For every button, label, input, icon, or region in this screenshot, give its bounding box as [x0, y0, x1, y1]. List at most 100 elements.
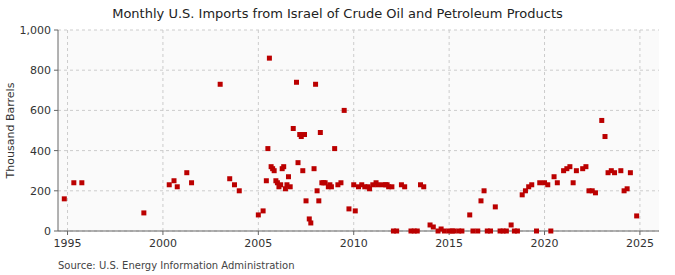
y-tick [54, 231, 58, 232]
point [628, 170, 633, 175]
x-grid-line [639, 30, 640, 231]
point [315, 188, 320, 193]
x-grid-line [449, 30, 450, 231]
x-tick-label: 1995 [54, 237, 82, 250]
point [189, 180, 194, 185]
y-grid-line [58, 150, 659, 151]
x-tick-label: 2015 [435, 237, 463, 250]
source-note: Source: U.S. Energy Information Administ… [58, 260, 295, 271]
point [545, 182, 550, 187]
y-grid-line [58, 30, 659, 31]
point [265, 146, 270, 151]
x-tick-label: 2020 [531, 237, 559, 250]
x-tick-label: 2010 [340, 237, 368, 250]
point [402, 184, 407, 189]
point [603, 134, 608, 139]
point [71, 180, 76, 185]
chart-container: 02004006008001,0001995200020052010201520… [0, 0, 675, 275]
point [567, 164, 572, 169]
point [599, 118, 604, 123]
point [318, 130, 323, 135]
y-tick-label: 800 [30, 64, 51, 77]
y-tick [54, 110, 58, 111]
point [475, 229, 480, 234]
point [634, 213, 639, 218]
point [375, 182, 380, 187]
point [184, 170, 189, 175]
x-axis-line [58, 231, 659, 232]
point [346, 206, 351, 211]
point [261, 208, 266, 213]
point [574, 168, 579, 173]
point [256, 212, 261, 217]
point [625, 186, 630, 191]
point [493, 204, 498, 209]
x-grid-line [162, 30, 163, 231]
point [451, 229, 456, 234]
point [583, 164, 588, 169]
plot-area [58, 30, 659, 231]
point [232, 182, 237, 187]
y-grid-line [58, 70, 659, 71]
x-tick-label: 2005 [244, 237, 272, 250]
point [302, 132, 307, 137]
chart: 02004006008001,0001995200020052010201520… [0, 0, 675, 275]
y-grid-line [58, 190, 659, 191]
point [278, 182, 283, 187]
point [537, 180, 542, 185]
y-axis-label: Thousand Barrels [4, 82, 17, 179]
point [294, 80, 299, 85]
point [313, 82, 318, 87]
point [338, 180, 343, 185]
point [281, 164, 286, 169]
x-tick [67, 231, 68, 235]
point [218, 82, 223, 87]
y-tick-label: 200 [30, 185, 51, 198]
x-tick [258, 231, 259, 235]
point [504, 229, 509, 234]
point [79, 180, 84, 185]
y-tick [54, 150, 58, 151]
point [296, 160, 301, 165]
point [482, 188, 487, 193]
point [141, 210, 146, 215]
point [467, 212, 472, 217]
y-grid-line [58, 231, 659, 232]
point [618, 168, 623, 173]
point [593, 190, 598, 195]
point [470, 229, 475, 234]
point [353, 208, 358, 213]
y-axis-line [58, 30, 59, 231]
point [308, 220, 313, 225]
x-grid-line [353, 30, 354, 231]
point [534, 229, 539, 234]
point [237, 188, 242, 193]
point [548, 229, 553, 234]
point [431, 224, 436, 229]
point [478, 198, 483, 203]
x-tick [353, 231, 354, 235]
x-tick-label: 2025 [626, 237, 654, 250]
point [509, 222, 514, 227]
point [291, 126, 296, 131]
point [612, 170, 617, 175]
point [351, 182, 356, 187]
point [515, 229, 520, 234]
point [227, 176, 232, 181]
point [316, 198, 321, 203]
point [172, 178, 177, 183]
point [552, 174, 557, 179]
points [62, 56, 639, 234]
point [488, 229, 493, 234]
y-grid-line [58, 110, 659, 111]
y-tick-label: 600 [30, 104, 51, 117]
point [555, 180, 560, 185]
y-tick-label: 1,000 [20, 24, 52, 37]
point [389, 184, 394, 189]
point [394, 229, 399, 234]
y-tick [54, 30, 58, 31]
y-tick [54, 70, 58, 71]
point [332, 146, 337, 151]
point [286, 174, 291, 179]
x-tick-label: 2000 [149, 237, 177, 250]
